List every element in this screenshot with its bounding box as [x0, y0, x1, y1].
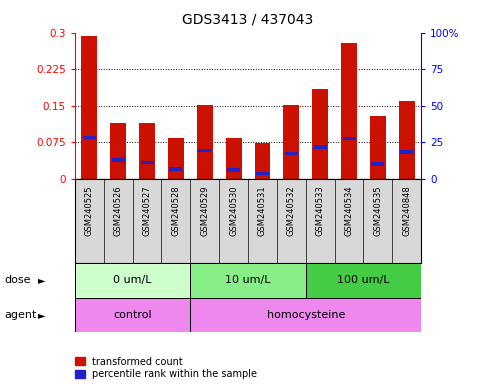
Text: GSM240529: GSM240529 [200, 185, 209, 236]
Bar [227, 168, 240, 172]
Text: GSM240530: GSM240530 [229, 185, 238, 236]
Text: dose: dose [5, 275, 31, 285]
Bar [75, 298, 190, 332]
Bar [341, 43, 357, 179]
Text: homocysteine: homocysteine [267, 310, 345, 320]
Bar [75, 263, 190, 298]
Text: GSM240535: GSM240535 [373, 185, 383, 236]
Bar [190, 298, 421, 332]
Bar [110, 122, 126, 179]
Bar [285, 152, 298, 155]
Bar [313, 145, 327, 149]
Bar [342, 137, 355, 141]
Bar [198, 149, 211, 152]
Bar [400, 150, 413, 154]
Bar [83, 136, 96, 139]
Bar [399, 101, 415, 179]
Bar [371, 162, 384, 166]
Text: GSM240533: GSM240533 [316, 185, 325, 236]
Text: ►: ► [38, 310, 46, 320]
Bar [139, 122, 155, 179]
Legend: transformed count, percentile rank within the sample: transformed count, percentile rank withi… [75, 357, 257, 379]
Bar [141, 161, 154, 164]
Text: GSM240528: GSM240528 [171, 185, 180, 236]
Text: ►: ► [38, 275, 46, 285]
Text: GSM240532: GSM240532 [287, 185, 296, 236]
Bar [112, 158, 125, 162]
Bar [168, 138, 184, 179]
Text: GSM240534: GSM240534 [344, 185, 354, 236]
Text: GSM240531: GSM240531 [258, 185, 267, 236]
Bar [226, 138, 242, 179]
Text: GSM240526: GSM240526 [114, 185, 123, 236]
Text: control: control [114, 310, 152, 320]
Bar [81, 36, 97, 179]
Bar [306, 263, 421, 298]
Bar [190, 263, 306, 298]
Text: 10 um/L: 10 um/L [225, 275, 271, 285]
Text: GSM240848: GSM240848 [402, 185, 411, 236]
Text: GDS3413 / 437043: GDS3413 / 437043 [183, 13, 313, 27]
Bar [170, 167, 183, 170]
Bar [370, 116, 386, 179]
Bar [256, 172, 269, 175]
Bar [312, 89, 328, 179]
Bar [197, 105, 213, 179]
Bar [284, 104, 299, 179]
Text: 100 um/L: 100 um/L [337, 275, 390, 285]
Text: 0 um/L: 0 um/L [114, 275, 152, 285]
Bar [255, 142, 270, 179]
Text: agent: agent [5, 310, 37, 320]
Text: GSM240525: GSM240525 [85, 185, 94, 236]
Text: GSM240527: GSM240527 [142, 185, 152, 236]
